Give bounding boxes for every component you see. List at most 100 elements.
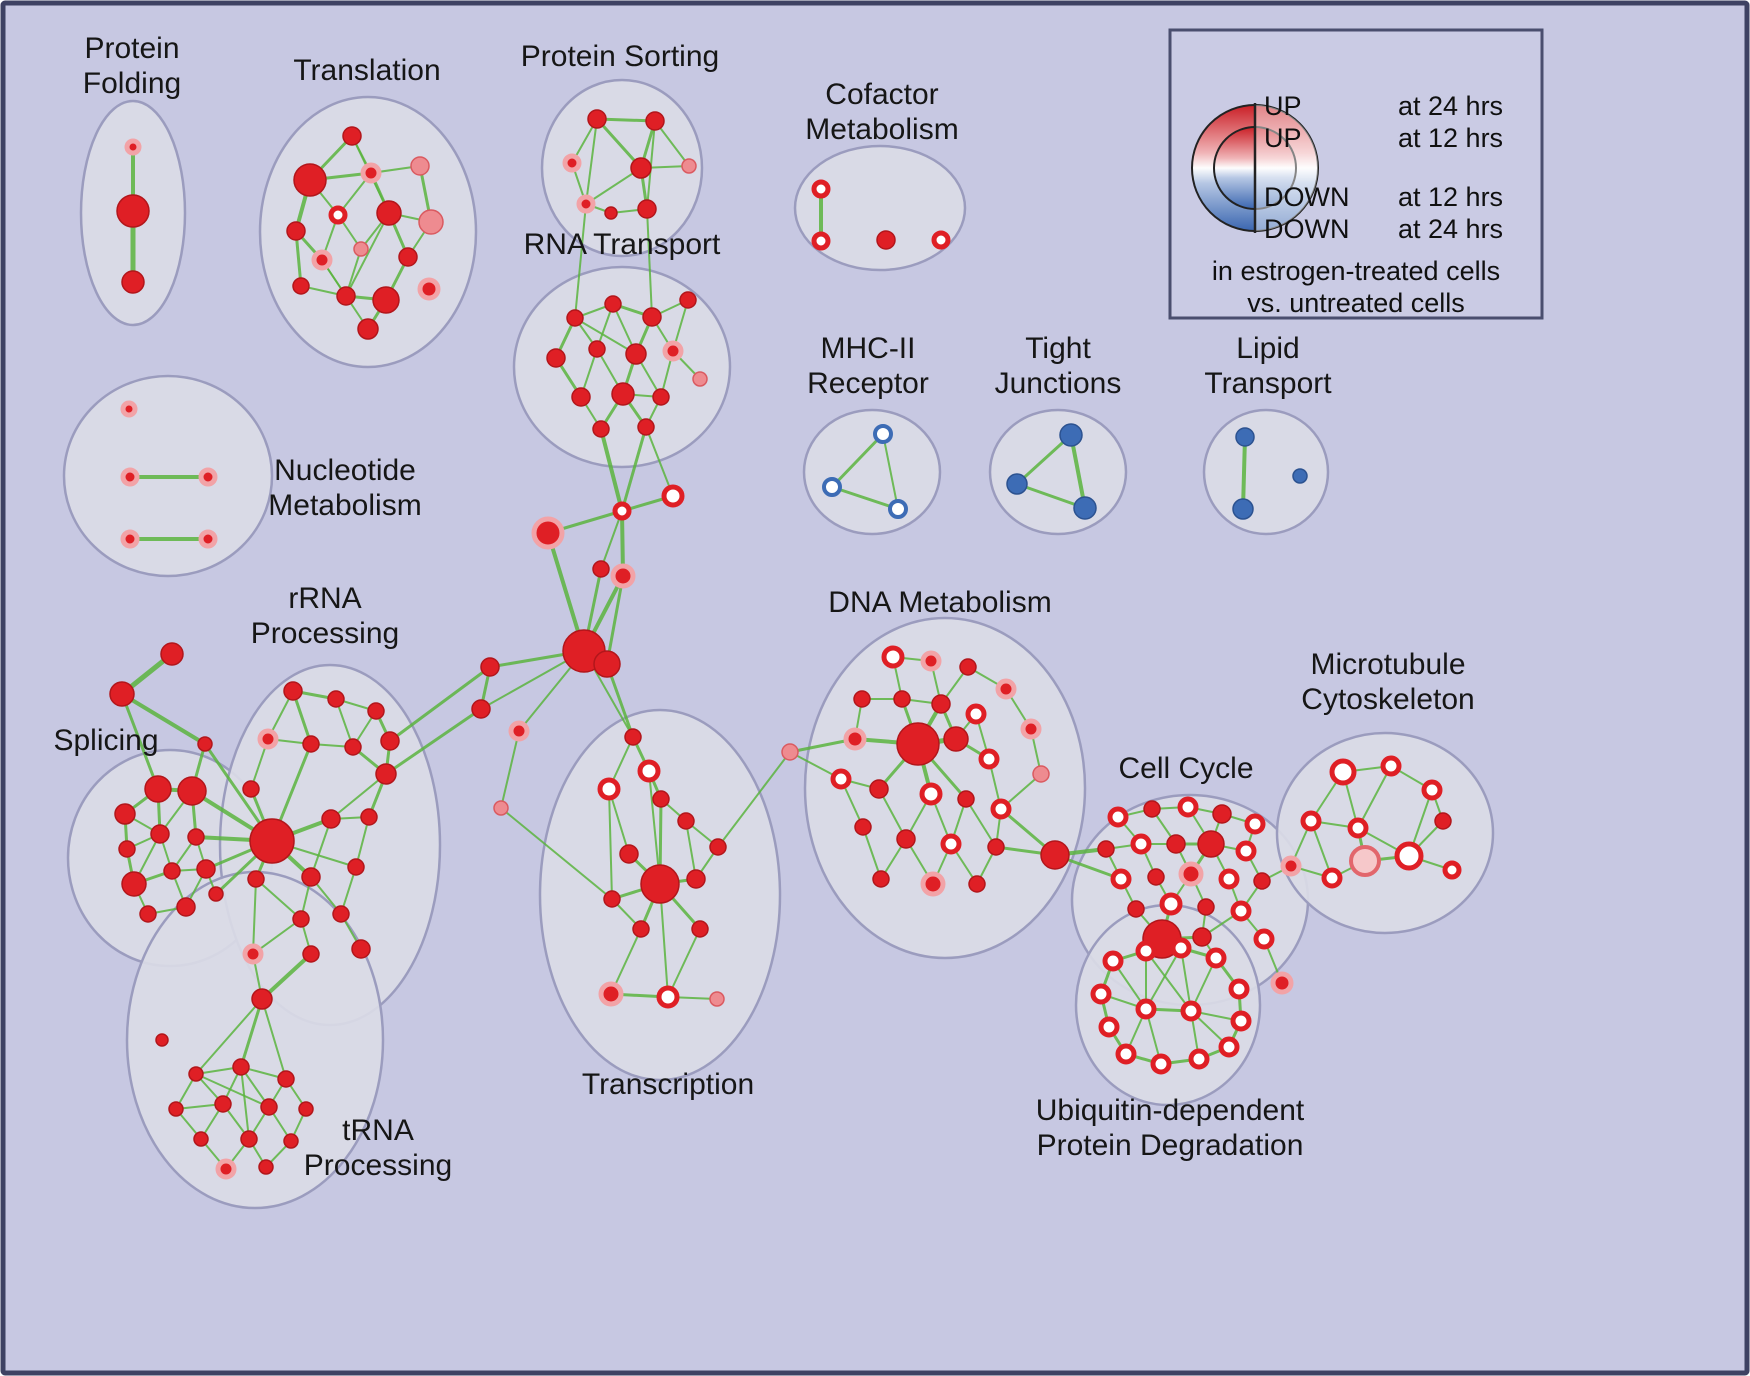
network-edge bbox=[882, 433, 899, 510]
network-node bbox=[353, 241, 369, 257]
network-node bbox=[661, 484, 685, 508]
network-node bbox=[571, 387, 591, 407]
cluster-label-microtubule-cytoskeleton: Microtubule Cytoskeleton bbox=[1301, 648, 1474, 716]
network-node bbox=[896, 722, 940, 766]
network-node bbox=[1394, 841, 1424, 871]
network-node bbox=[121, 270, 145, 294]
network-node bbox=[854, 818, 872, 836]
cluster-tight-junctions bbox=[988, 408, 1128, 536]
legend-up-24-label: UP bbox=[1264, 91, 1302, 121]
legend-footer-line2: vs. untreated cells bbox=[1247, 288, 1465, 318]
network-node bbox=[301, 867, 321, 887]
network-node bbox=[1349, 845, 1381, 877]
network-node bbox=[1253, 928, 1275, 950]
network-node bbox=[493, 800, 509, 816]
network-node bbox=[311, 249, 333, 271]
network-node bbox=[1280, 855, 1302, 877]
network-node bbox=[197, 736, 213, 752]
network-node bbox=[302, 945, 320, 963]
legend-down-24-label: DOWN bbox=[1264, 214, 1349, 244]
network-node bbox=[1205, 947, 1227, 969]
network-node bbox=[298, 1101, 314, 1117]
network-node bbox=[592, 420, 610, 438]
network-node bbox=[1347, 817, 1369, 839]
network-node bbox=[347, 858, 365, 876]
network-node bbox=[943, 726, 969, 752]
network-node bbox=[1110, 868, 1132, 890]
network-node bbox=[709, 991, 725, 1007]
cluster-cofactor-metabolism bbox=[793, 144, 967, 272]
network-node bbox=[1212, 804, 1232, 824]
network-node bbox=[1073, 496, 1097, 520]
network-edge bbox=[239, 997, 264, 1069]
network-edge bbox=[345, 212, 390, 297]
network-node bbox=[328, 205, 348, 225]
network-node bbox=[1197, 898, 1215, 916]
network-node bbox=[232, 1058, 250, 1076]
network-node bbox=[896, 829, 916, 849]
network-node bbox=[380, 731, 400, 751]
network-node bbox=[1270, 971, 1294, 995]
network-node bbox=[637, 199, 657, 219]
network-node bbox=[611, 382, 635, 406]
network-node bbox=[876, 230, 896, 250]
cluster-label-trna-processing: tRNA Processing bbox=[304, 1114, 452, 1182]
network-node bbox=[624, 728, 642, 746]
network-edge bbox=[1145, 947, 1182, 1010]
network-edge bbox=[500, 730, 520, 809]
network-node bbox=[592, 560, 610, 578]
legend-down-12-label: DOWN bbox=[1264, 182, 1349, 212]
network-node bbox=[1197, 830, 1225, 858]
network-edge bbox=[330, 773, 387, 820]
network-node bbox=[187, 828, 205, 846]
network-node bbox=[480, 657, 500, 677]
network-node bbox=[1253, 872, 1271, 890]
network-node bbox=[1329, 758, 1357, 786]
network-node bbox=[302, 735, 320, 753]
network-node bbox=[920, 871, 946, 897]
network-node bbox=[1300, 810, 1322, 832]
network-node bbox=[632, 920, 650, 938]
network-node bbox=[822, 477, 842, 497]
network-edge bbox=[717, 751, 791, 848]
cluster-labels: Protein Folding Translation Protein Sorting… bbox=[53, 32, 1474, 1182]
network-node bbox=[344, 738, 362, 756]
network-node bbox=[214, 1095, 232, 1113]
network-node bbox=[176, 897, 196, 917]
network-node bbox=[566, 309, 584, 327]
cluster-label-cofactor-metabolism: Cofactor Metabolism bbox=[805, 78, 958, 146]
network-node bbox=[1097, 840, 1115, 858]
network-node bbox=[652, 388, 670, 406]
network-node bbox=[1192, 927, 1212, 947]
network-node bbox=[637, 418, 655, 436]
cluster-lipid-transport bbox=[1202, 408, 1330, 536]
cluster-label-tight-junctions: Tight Junctions bbox=[995, 332, 1122, 400]
network-edge bbox=[1180, 947, 1192, 1012]
network-edge bbox=[599, 427, 624, 513]
legend-up-12-label: UP bbox=[1264, 123, 1302, 153]
network-node bbox=[830, 768, 852, 790]
network-node bbox=[332, 905, 350, 923]
network-edge bbox=[685, 820, 697, 880]
network-node bbox=[1421, 779, 1443, 801]
network-node bbox=[1228, 978, 1250, 1000]
legend-footer-line1: in estrogen-treated cells bbox=[1212, 256, 1500, 286]
network-node bbox=[249, 818, 295, 864]
network-edge bbox=[965, 798, 997, 848]
legend-up-12-time: at 12 hrs bbox=[1398, 123, 1503, 153]
network-node bbox=[546, 348, 566, 368]
network-node bbox=[931, 230, 951, 250]
network-node bbox=[116, 194, 150, 228]
network-node bbox=[1235, 427, 1255, 447]
network-node bbox=[240, 1130, 258, 1148]
network-edge bbox=[862, 826, 882, 880]
network-edge bbox=[574, 317, 637, 355]
network-node bbox=[640, 864, 680, 904]
network-node bbox=[1090, 983, 1112, 1005]
network-node bbox=[208, 886, 224, 902]
network-node bbox=[188, 1066, 204, 1082]
network-node bbox=[247, 870, 265, 888]
network-node bbox=[1135, 998, 1157, 1020]
legend: UP at 24 hrs UP at 12 hrs DOWN at 12 hrs… bbox=[1168, 28, 1544, 320]
network-node bbox=[357, 318, 379, 340]
